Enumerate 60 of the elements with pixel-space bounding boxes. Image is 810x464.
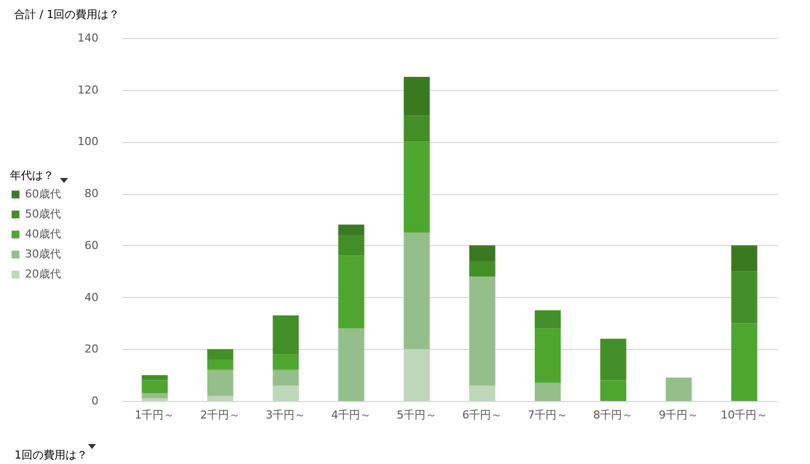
bar [207, 349, 234, 360]
bar [272, 385, 299, 401]
bar [142, 398, 168, 401]
bar [534, 310, 561, 328]
y-tick-label: 40 [84, 290, 98, 304]
bar [338, 256, 364, 328]
bar [534, 382, 561, 401]
x-tick-label: 4千円～ [331, 408, 372, 422]
bar [272, 354, 299, 370]
legend-label: 60歳代 [25, 188, 61, 200]
bar [207, 396, 234, 401]
bar [600, 338, 626, 380]
x-tick-label: 10千円～ [720, 408, 768, 422]
y-tick-label: 100 [78, 135, 98, 148]
legend-label: 50歳代 [25, 208, 61, 220]
x-tick-label: 5千円～ [396, 408, 437, 422]
bar [469, 245, 496, 261]
bar [731, 271, 758, 324]
y-tick-label: 0 [92, 394, 98, 408]
x-tick-label: 7千円～ [528, 408, 568, 422]
legend-title: 年代は？ [10, 169, 54, 182]
bar [338, 224, 364, 236]
bar [142, 375, 168, 380]
x-tick-label: 2千円～ [200, 408, 240, 422]
bar [404, 142, 430, 232]
y-tick-label: 140 [78, 32, 98, 44]
x-axis-title: 1回の費用は？ [14, 448, 88, 462]
bar [207, 370, 234, 396]
chart-title: 合計 / 1回の費用は？ [14, 8, 120, 21]
bar [469, 260, 496, 277]
bar [272, 315, 299, 354]
bar [404, 116, 430, 142]
bar [272, 370, 299, 386]
bar [338, 235, 364, 256]
bar [469, 385, 496, 401]
bar [404, 349, 430, 401]
bar [404, 76, 430, 116]
bar [207, 360, 234, 370]
x-tick-label: 8千円～ [593, 408, 634, 422]
bar [534, 328, 561, 383]
x-tick-label: 1千円～ [134, 408, 175, 422]
y-tick-label: 20 [84, 342, 98, 356]
legend-label: 30歳代 [25, 248, 61, 260]
bar [338, 328, 364, 401]
y-tick-label: 80 [84, 187, 98, 200]
x-tick-label: 6千円～ [462, 408, 502, 422]
bar [142, 380, 168, 394]
legend-label: 20歳代 [25, 268, 61, 280]
bar [600, 380, 626, 401]
bar [469, 276, 496, 386]
bar [404, 232, 430, 350]
x-tick-label: 9千円～ [658, 408, 699, 422]
bar [731, 323, 758, 401]
x-tick-label: 3千円～ [266, 408, 306, 422]
bar [666, 378, 692, 401]
bar [142, 393, 168, 398]
y-tick-label: 120 [78, 83, 98, 96]
y-tick-label: 60 [84, 238, 98, 252]
legend-label: 40歳代 [25, 228, 61, 240]
bar [731, 245, 758, 272]
